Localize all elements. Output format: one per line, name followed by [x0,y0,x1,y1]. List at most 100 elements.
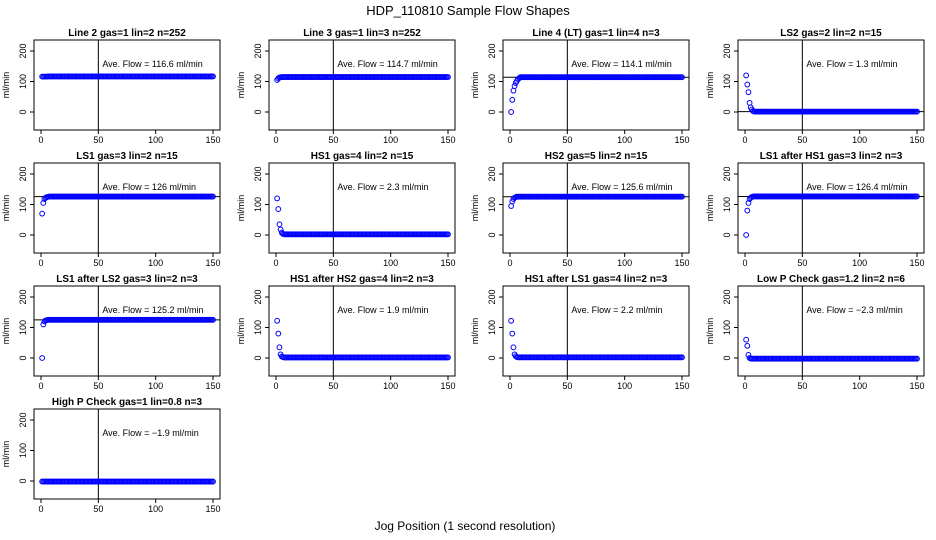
x-tick-label: 50 [562,258,572,268]
y-tick-label: 200 [722,166,732,181]
panel: Low P Check gas=1.2 lin=2 n=6 ml/min 0 50 10… [705,274,925,391]
y-tick-label: 100 [487,74,497,89]
data-points [508,317,685,361]
data-points [274,317,451,361]
data-points [274,195,451,238]
plot-frame [737,285,925,377]
y-tick-label: 0 [253,109,263,114]
panel-title: High P Check gas=1 lin=0.8 n=3 [52,397,203,408]
average-flow-annotation: Ave. Flow = 1.3 ml/min [806,59,897,69]
y-tick-label: 0 [18,232,28,237]
y-tick-label: 200 [722,289,732,304]
x-tick-label: 0 [273,258,278,268]
panel: LS1 gas=3 lin=2 n=15 ml/min 0 50 100 150 0 100 2… [1,151,221,268]
data-points [39,73,216,80]
x-tick-label: 100 [617,258,632,268]
data-point [743,232,750,238]
y-tick-label: 0 [722,109,732,114]
plot-frame [502,285,690,377]
x-tick-label: 150 [440,135,455,145]
y-tick-label: 0 [253,232,263,237]
x-tick-label: 50 [93,381,103,391]
y-tick-label: 200 [487,166,497,181]
y-tick-label: 200 [18,166,28,181]
data-points [39,316,216,361]
data-point [679,193,685,200]
y-tick-label: 200 [487,289,497,304]
plot-frame [502,39,690,131]
x-tick-label: 150 [440,381,455,391]
panel-title: HS1 after HS2 gas=4 lin=2 n=3 [290,274,434,285]
y-tick-label: 0 [18,478,28,483]
y-tick-label: 100 [18,443,28,458]
panel: HS1 after LS1 gas=4 lin=2 n=3 ml/min 0 50 10… [470,274,690,391]
x-tick-label: 100 [383,258,398,268]
x-tick-label: 100 [617,381,632,391]
data-point [743,72,750,79]
y-tick-label: 0 [722,355,732,360]
data-points [39,478,216,485]
y-tick-label: 100 [18,320,28,335]
x-tick-label: 50 [328,135,338,145]
x-tick-label: 0 [507,135,512,145]
x-tick-label: 50 [93,258,103,268]
y-axis-label: ml/min [236,195,246,222]
data-point [39,210,46,217]
x-tick-label: 150 [205,504,220,514]
data-point [210,193,216,200]
y-tick-label: 0 [18,355,28,360]
x-tick-label: 0 [38,135,43,145]
x-tick-label: 0 [742,135,747,145]
data-point [275,206,282,212]
data-point [510,87,517,94]
x-tick-label: 100 [617,135,632,145]
y-tick-label: 200 [18,43,28,58]
y-tick-label: 100 [18,74,28,89]
y-tick-label: 0 [487,232,497,237]
x-tick-label: 0 [507,381,512,391]
panel-title: HS1 gas=4 lin=2 n=15 [311,151,414,162]
data-point [508,317,515,324]
x-tick-label: 150 [205,381,220,391]
x-tick-label: 0 [742,381,747,391]
y-axis-label: ml/min [470,318,480,345]
y-tick-label: 200 [487,43,497,58]
x-tick-label: 100 [383,381,398,391]
data-point [445,74,451,80]
y-tick-label: 0 [253,355,263,360]
average-flow-annotation: Ave. Flow = 2.3 ml/min [337,182,428,192]
y-axis-label: ml/min [1,318,11,345]
y-tick-label: 100 [722,320,732,335]
y-tick-label: 200 [253,166,263,181]
data-point [210,73,216,80]
plot-frame [737,39,925,131]
plot-frame [737,162,925,254]
x-tick-label: 50 [328,381,338,391]
data-point [744,81,751,88]
y-tick-label: 0 [487,355,497,360]
data-point [277,226,284,233]
plot-frame [33,162,221,254]
data-point [508,203,515,209]
data-point [511,83,518,89]
panel-title: LS1 after HS1 gas=3 lin=2 n=3 [760,151,903,162]
average-flow-annotation: Ave. Flow = 1.9 ml/min [337,305,428,315]
data-point [743,336,750,343]
x-tick-label: 100 [852,258,867,268]
data-point [746,99,753,106]
panel: LS1 after HS1 gas=3 lin=2 n=3 ml/min 0 50 10… [705,151,925,268]
data-point [914,108,920,115]
data-point [210,478,216,485]
data-points [743,193,920,238]
panels: Line 2 gas=1 lin=2 n=252 ml/min 0 50 100 150 0… [1,28,925,514]
data-points [743,336,920,362]
x-tick-label: 150 [909,381,924,391]
y-tick-label: 200 [253,289,263,304]
x-tick-label: 100 [383,135,398,145]
y-tick-label: 0 [487,109,497,114]
data-points [274,74,451,83]
panel: Line 2 gas=1 lin=2 n=252 ml/min 0 50 100 150 0… [1,28,221,145]
data-point [679,74,685,81]
figure-x-label: Jog Position (1 second resolution) [375,519,556,533]
